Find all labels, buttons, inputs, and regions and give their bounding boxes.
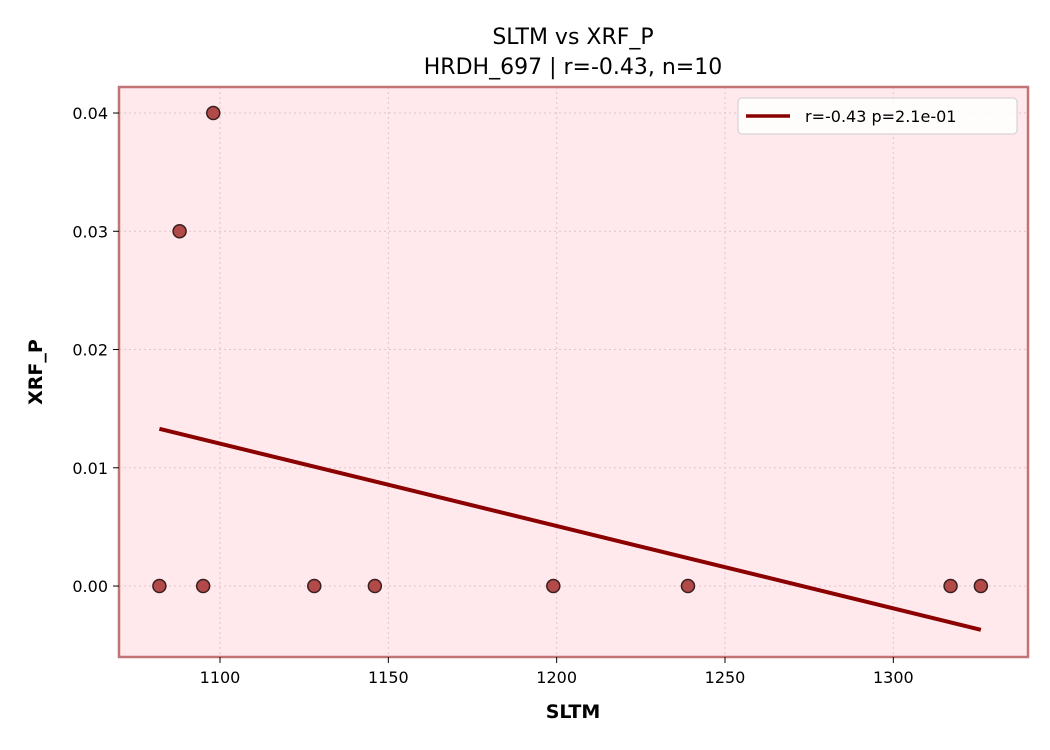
data-point [206, 105, 221, 121]
y-tick-label: 0.04 [72, 104, 108, 123]
y-axis-ticks: 0.00 0.01 0.02 0.03 0.04 [72, 104, 119, 596]
data-point [973, 578, 989, 594]
y-tick-label: 0.01 [72, 459, 108, 478]
fit-line-group [158, 426, 982, 632]
y-tick-label: 0.02 [72, 341, 108, 360]
data-point [195, 578, 211, 594]
legend-fit-label: r=-0.43 p=2.1e-01 [805, 107, 956, 126]
x-tick-label: 1200 [536, 668, 577, 687]
x-axis-label: SLTM [546, 701, 601, 723]
legend: r=-0.43 p=2.1e-01 [737, 97, 1018, 135]
y-tick-label: 0.03 [72, 222, 108, 241]
x-tick-label: 1150 [368, 668, 409, 687]
data-point [680, 578, 696, 594]
y-tick-label: 0.00 [72, 577, 108, 596]
fit-line [158, 426, 982, 632]
y-axis-label: XRF_P [25, 339, 47, 405]
data-point [152, 578, 167, 594]
chart-title: SLTM vs XRF_P [492, 25, 653, 50]
data-point [546, 578, 561, 594]
plot-frame [117, 85, 1030, 659]
data-point [172, 224, 187, 239]
data-points [152, 105, 989, 594]
legend-box [737, 97, 1018, 135]
chart-subtitle: HRDH_697 | r=-0.43, n=10 [424, 55, 722, 80]
data-point [943, 578, 958, 594]
plot-area [119, 87, 1028, 657]
grid-lines [119, 87, 1028, 657]
data-point [307, 578, 322, 594]
data-point [367, 578, 383, 594]
x-axis-ticks: 1100 1150 1200 1250 1300 [200, 657, 914, 687]
x-tick-label: 1250 [705, 668, 746, 687]
x-tick-label: 1100 [200, 668, 241, 687]
x-tick-label: 1300 [873, 668, 914, 687]
